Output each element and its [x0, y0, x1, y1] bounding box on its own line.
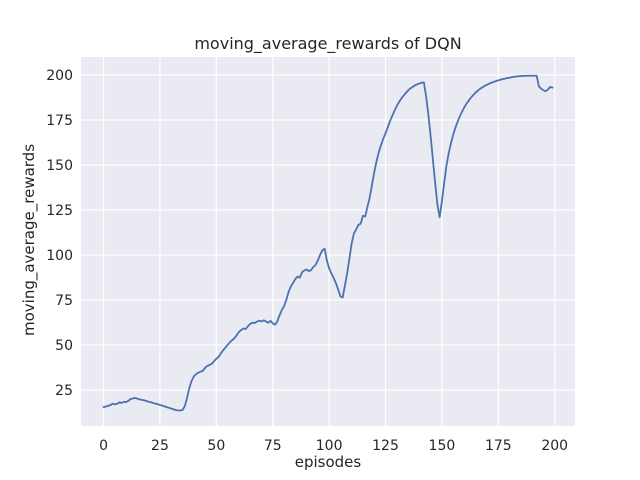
y-tick-label-75: 75	[55, 293, 73, 309]
x-tick-label-75: 75	[264, 438, 282, 454]
x-tick-labels: 0 25 50 75 100 125 150 175 200	[99, 438, 568, 454]
x-tick-label-50: 50	[207, 438, 225, 454]
x-tick-label-150: 150	[429, 438, 456, 454]
y-tick-labels: 25 50 75 100 125 150 175 200	[46, 68, 73, 399]
plot-area	[81, 57, 575, 426]
y-tick-label-150: 150	[46, 158, 73, 174]
y-tick-label-25: 25	[55, 383, 73, 399]
x-tick-label-200: 200	[541, 438, 568, 454]
x-tick-label-125: 125	[372, 438, 399, 454]
y-tick-label-175: 175	[46, 113, 73, 129]
y-tick-label-125: 125	[46, 203, 73, 219]
x-tick-label-0: 0	[99, 438, 108, 454]
y-axis-label: moving_average_rewards	[20, 144, 39, 336]
y-tick-label-50: 50	[55, 338, 73, 354]
x-tick-label-100: 100	[316, 438, 343, 454]
x-axis-label: episodes	[295, 453, 362, 471]
y-tick-label-200: 200	[46, 68, 73, 84]
x-tick-label-175: 175	[485, 438, 512, 454]
y-tick-label-100: 100	[46, 248, 73, 264]
chart-title: moving_average_rewards of DQN	[194, 34, 461, 54]
x-tick-label-25: 25	[151, 438, 169, 454]
series-line-moving-average-rewards	[102, 74, 554, 412]
grid-lines	[81, 57, 575, 426]
